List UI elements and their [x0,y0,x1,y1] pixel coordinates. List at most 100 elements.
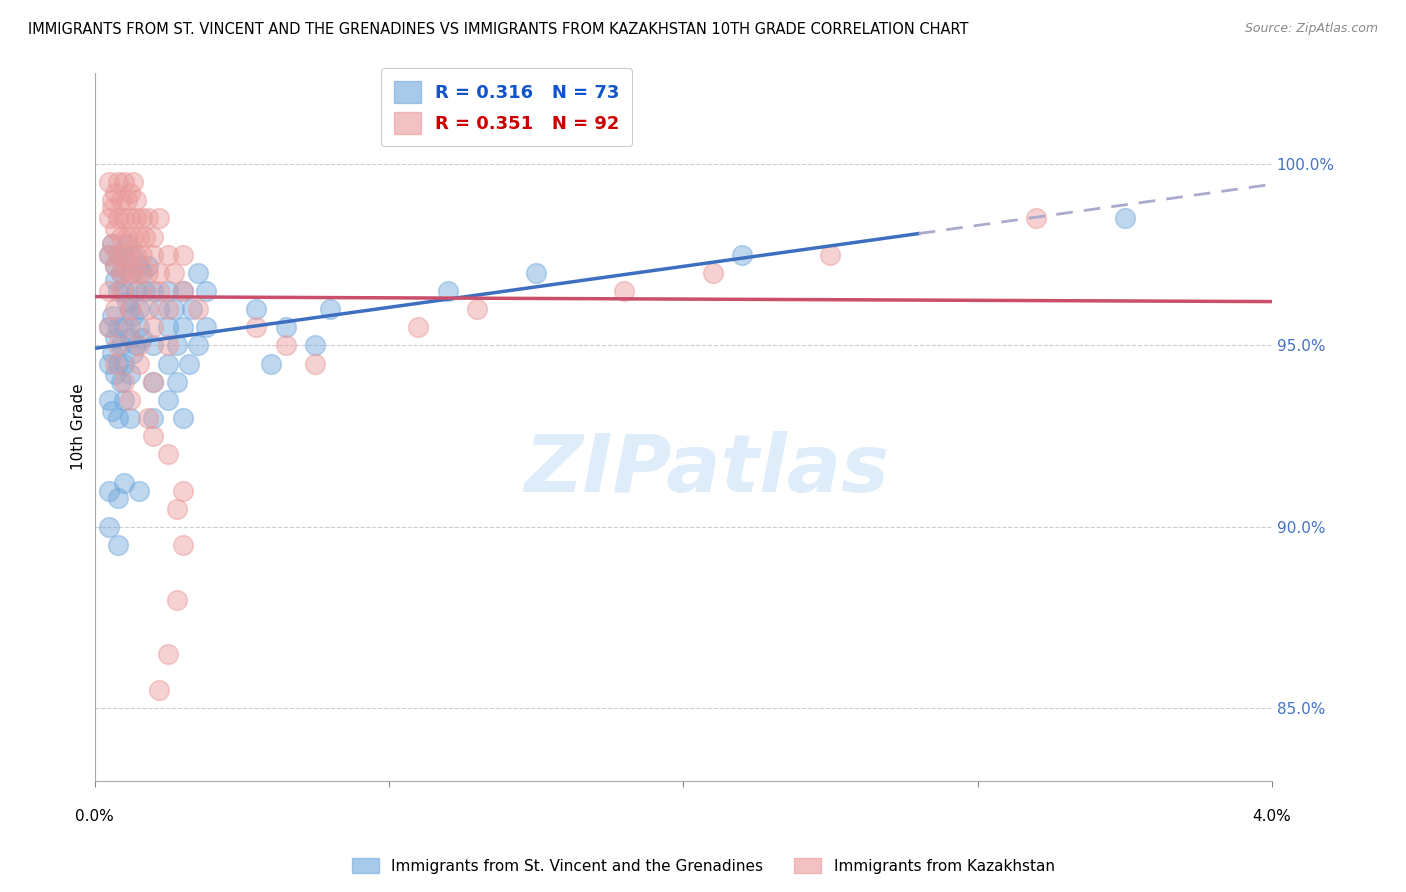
Point [125,248,148,262]
Point [166,501,188,516]
Point [115,294,138,309]
Point [110,266,132,280]
Point [125,338,148,352]
Point [104,368,127,382]
Point [112,211,135,226]
Point [121,175,143,189]
Point [110,338,132,352]
Point [110,284,132,298]
Point [112,175,135,189]
Point [245,302,267,317]
Point [274,338,297,352]
Point [107,284,129,298]
Point [195,320,218,334]
Point [128,338,150,352]
Point [304,338,326,352]
Point [436,284,458,298]
Point [112,248,135,262]
Point [112,375,135,389]
Point [121,345,143,359]
Point [125,284,148,298]
Point [187,266,209,280]
Text: 4.0%: 4.0% [1253,809,1291,824]
Point [101,345,124,359]
Point [136,259,159,273]
Point [187,338,209,352]
Point [148,302,170,317]
Point [98,248,121,262]
Point [128,302,150,317]
Point [98,483,121,498]
Point [104,259,127,273]
Point [157,320,180,334]
Point [118,211,141,226]
Point [107,211,129,226]
Point [260,357,283,371]
Point [121,248,143,262]
Point [128,266,150,280]
Point [107,338,129,352]
Point [107,538,129,552]
Point [104,302,127,317]
Point [820,248,842,262]
Point [157,647,180,661]
Point [101,236,124,251]
Point [172,320,194,334]
Point [118,266,141,280]
Point [142,284,165,298]
Point [702,266,724,280]
Text: IMMIGRANTS FROM ST. VINCENT AND THE GRENADINES VS IMMIGRANTS FROM KAZAKHSTAN 10T: IMMIGRANTS FROM ST. VINCENT AND THE GREN… [28,22,969,37]
Point [128,284,150,298]
Point [148,683,170,698]
Point [731,248,754,262]
Point [118,320,141,334]
Point [157,302,180,317]
Point [107,320,129,334]
Point [107,248,129,262]
Point [319,302,342,317]
Point [177,357,200,371]
Point [125,211,148,226]
Point [104,222,127,236]
Point [172,483,194,498]
Point [157,338,180,352]
Point [131,331,153,345]
Point [157,447,180,461]
Point [118,302,141,317]
Point [98,211,121,226]
Point [98,248,121,262]
Point [1114,211,1136,226]
Text: ZIPatlas: ZIPatlas [524,431,889,508]
Point [98,284,121,298]
Point [101,194,124,208]
Point [142,375,165,389]
Point [172,248,194,262]
Point [142,320,165,334]
Point [98,392,121,407]
Point [112,476,135,491]
Point [104,357,127,371]
Point [118,411,141,425]
Text: 0.0%: 0.0% [75,809,114,824]
Point [115,236,138,251]
Point [131,248,153,262]
Point [121,266,143,280]
Point [142,229,165,244]
Point [118,331,141,345]
Point [107,248,129,262]
Point [195,284,218,298]
Point [148,211,170,226]
Point [163,302,186,317]
Point [107,357,129,371]
Point [125,194,148,208]
Point [157,392,180,407]
Point [136,302,159,317]
Point [101,404,124,418]
Point [136,411,159,425]
Point [118,248,141,262]
Point [142,338,165,352]
Point [107,491,129,505]
Point [121,229,143,244]
Point [524,266,547,280]
Point [131,211,153,226]
